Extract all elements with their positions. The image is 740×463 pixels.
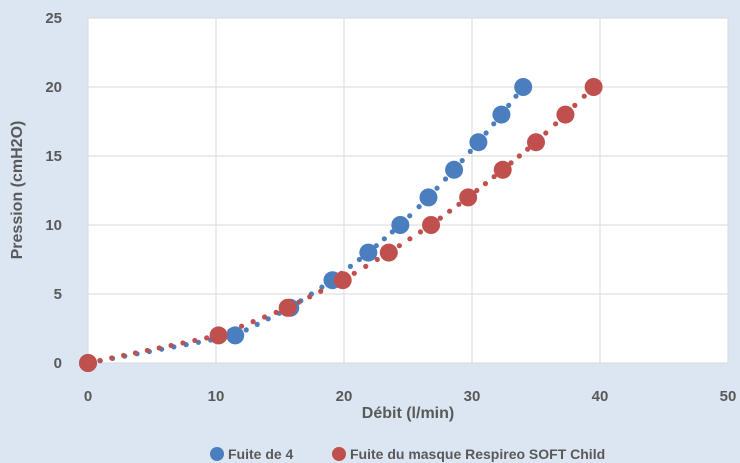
trend-dot-series-0	[381, 236, 387, 242]
data-point-series-0	[391, 216, 410, 234]
trend-dot-series-0	[483, 130, 489, 136]
trend-dot-series-1	[192, 337, 198, 344]
trend-dot-series-0	[416, 204, 422, 210]
trend-dot-series-0	[243, 327, 249, 333]
data-points	[79, 78, 603, 372]
y-axis-title: Pression (cmH2O)	[9, 121, 26, 260]
trend-dot-series-0	[491, 121, 497, 127]
x-tick-label: 10	[208, 388, 225, 405]
data-point-series-1	[422, 216, 441, 234]
trend-dot-series-0	[319, 284, 325, 290]
trend-dot-series-1	[121, 352, 127, 359]
y-tick-label: 25	[45, 10, 62, 27]
trend-dot-series-1	[180, 340, 186, 346]
trend-dot-series-1	[239, 323, 245, 329]
trend-dot-series-0	[442, 176, 449, 182]
data-point-series-1	[493, 160, 512, 179]
x-axis-title: Débit (l/min)	[362, 405, 454, 422]
trend-dot-series-0	[506, 102, 512, 108]
data-point-series-0	[359, 243, 378, 262]
data-point-series-0	[445, 160, 464, 179]
trend-dot-series-0	[356, 256, 362, 263]
trend-dot-series-1	[351, 270, 357, 276]
gridlines	[87, 17, 729, 364]
y-tick-label: 15	[45, 148, 62, 165]
trend-dot-series-1	[491, 174, 497, 180]
trend-dot-series-1	[482, 181, 489, 187]
trend-dot-series-1	[572, 102, 578, 108]
trend-dot-series-1	[168, 342, 174, 349]
x-tick-label: 30	[464, 388, 481, 405]
x-tick-label: 40	[592, 388, 609, 405]
trend-dot-series-1	[456, 201, 462, 207]
trend-dot-series-0	[459, 158, 465, 164]
y-tick-label: 20	[45, 79, 62, 96]
trend-dot-series-0	[407, 213, 413, 219]
tick-labels: 0 10 20 30 40 50 0 5 10 15 20 25	[45, 10, 736, 405]
trend-dot-series-0	[434, 185, 440, 191]
trend-dot-series-1	[144, 347, 150, 354]
data-point-series-1	[209, 326, 228, 345]
x-tick-label: 50	[720, 388, 737, 405]
data-point-series-1	[459, 188, 478, 207]
x-tick-label: 20	[336, 388, 353, 405]
legend-marker-fuite-de-4	[210, 447, 224, 461]
trend-dot-series-1	[374, 256, 380, 263]
data-point-series-1	[333, 271, 352, 290]
trend-dot-series-1	[417, 229, 424, 235]
trend-dot-series-1	[318, 288, 324, 294]
trend-dot-series-0	[467, 148, 473, 154]
legend: Fuite de 4 Fuite du masque Respireo SOFT…	[210, 446, 605, 462]
data-point-series-0	[469, 133, 488, 152]
legend-label-fuite-de-4: Fuite de 4	[228, 446, 294, 462]
trend-dot-series-0	[347, 263, 353, 269]
y-tick-label: 10	[45, 217, 62, 234]
data-point-series-1	[79, 354, 97, 372]
trend-dot-series-1	[97, 357, 103, 364]
trend-dot-series-1	[156, 345, 162, 351]
trend-dot-series-0	[513, 93, 519, 99]
trend-dot-series-1	[474, 187, 480, 194]
trend-dot-series-1	[204, 335, 210, 341]
data-point-series-1	[278, 298, 297, 317]
trend-dot-series-0	[254, 321, 260, 327]
trend-dot-series-1	[543, 130, 549, 136]
data-point-series-0	[419, 188, 438, 207]
trend-dot-series-1	[437, 215, 443, 221]
trend-dot-series-1	[516, 153, 522, 159]
trend-dot-series-1	[396, 243, 402, 249]
x-tick-label: 0	[84, 388, 92, 405]
trend-dot-series-1	[132, 350, 139, 356]
trend-dot-series-1	[363, 263, 369, 269]
data-point-series-0	[492, 105, 511, 124]
y-tick-label: 5	[54, 286, 62, 303]
data-point-series-0	[514, 78, 533, 96]
trend-dot-series-1	[109, 355, 115, 361]
data-point-series-1	[556, 105, 575, 124]
trend-dot-series-1	[407, 236, 413, 242]
trend-dot-series-1	[307, 294, 313, 300]
plot-area	[88, 18, 728, 363]
trend-dot-series-1	[553, 121, 559, 127]
data-point-series-1	[379, 243, 398, 262]
trend-dot-series-1	[250, 319, 256, 325]
trend-dot-series-1	[262, 314, 268, 320]
legend-marker-respireo	[332, 447, 346, 461]
data-point-series-1	[527, 133, 545, 152]
trend-dot-series-1	[447, 208, 453, 214]
y-tick-label: 0	[54, 355, 62, 372]
trend-dot-series-1	[581, 93, 587, 99]
data-point-series-0	[226, 326, 245, 345]
data-point-series-1	[584, 78, 603, 96]
trend-dot-series-1	[273, 309, 279, 315]
legend-label-respireo: Fuite du masque Respireo SOFT Child	[350, 446, 605, 462]
